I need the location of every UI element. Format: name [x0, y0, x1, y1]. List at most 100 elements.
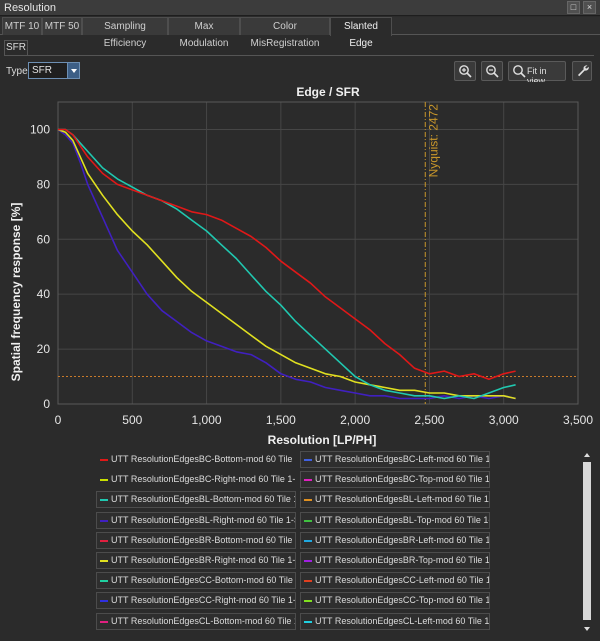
zoom-out-button[interactable] — [481, 61, 503, 81]
x-axis-label: Resolution [LP/PH] — [268, 433, 377, 447]
wrench-icon — [578, 65, 589, 77]
series-line — [58, 128, 516, 400]
legend: UTT ResolutionEdgesBC-Bottom-mod 60 Tile… — [0, 450, 600, 641]
float-window-icon[interactable]: □ — [567, 1, 580, 14]
x-tick-label: 3,000 — [489, 413, 519, 427]
tab-mtf50[interactable]: MTF 50 — [42, 17, 82, 35]
nyquist-label: Nyquist: 2472 — [426, 104, 440, 178]
legend-item[interactable]: UTT ResolutionEdgesBR-Bottom-mod 60 Tile… — [96, 531, 296, 549]
legend-swatch — [304, 539, 312, 542]
legend-label: UTT ResolutionEdgesCL-Left-mod 60 Tile 1… — [315, 615, 490, 626]
legend-swatch — [304, 620, 312, 623]
series-line — [57, 128, 516, 400]
chart-series — [57, 128, 516, 400]
legend-swatch — [304, 499, 312, 502]
chart-ticks: 0 500 1,000 1,500 2,000 2,500 3,000 3,500 0 20 40 6… — [30, 122, 593, 427]
legend-item[interactable]: UTT ResolutionEdgesBL-Right-mod 60 Tile … — [96, 511, 296, 529]
legend-item[interactable]: UTT ResolutionEdgesCC-Top-mod 60 Tile 1-… — [300, 592, 490, 610]
y-tick-label: 0 — [43, 397, 50, 411]
y-tick-label: 20 — [37, 342, 51, 356]
legend-label: UTT ResolutionEdgesBR-Right-mod 60 Tile … — [111, 555, 296, 565]
legend-item[interactable]: UTT ResolutionEdgesBL-Top-mod 60 Tile 1-… — [300, 511, 490, 529]
tab-sampling-efficiency[interactable]: Sampling Efficiency — [82, 17, 168, 49]
legend-label: UTT ResolutionEdgesBC-Right-mod 60 Tile … — [111, 474, 296, 485]
type-select[interactable]: SFR — [28, 62, 80, 79]
x-tick-label: 2,500 — [414, 413, 444, 427]
tab-color-misregistration[interactable]: Color MisRegistration — [240, 17, 330, 49]
zoom-out-icon — [486, 65, 499, 78]
legend-swatch — [100, 620, 108, 623]
x-tick-label: 0 — [55, 413, 62, 427]
legend-label: UTT ResolutionEdgesBC-Top-mod 60 Tile 1-… — [315, 474, 490, 485]
chevron-down-icon[interactable] — [67, 63, 79, 78]
chart-background — [0, 82, 600, 450]
legend-item[interactable]: UTT ResolutionEdgesBC-Bottom-mod 60 Tile… — [96, 451, 296, 468]
legend-item[interactable]: UTT ResolutionEdgesCL-Bottom-mod 60 Tile… — [96, 612, 296, 630]
scroll-down-icon[interactable] — [581, 624, 593, 634]
legend-label: UTT ResolutionEdgesBC-Left-mod 60 Tile 1… — [315, 454, 490, 464]
legend-item[interactable]: UTT ResolutionEdgesCC-Right-mod 60 Tile … — [96, 592, 296, 610]
legend-item[interactable]: UTT ResolutionEdgesBL-Left-mod 60 Tile 1… — [300, 491, 490, 509]
chart-title: Edge / SFR — [296, 85, 360, 99]
legend-swatch — [100, 600, 108, 603]
search-icon — [513, 65, 526, 78]
legend-item[interactable]: UTT ResolutionEdgesBR-Left-mod 60 Tile 1… — [300, 531, 490, 549]
legend-swatch — [100, 499, 108, 502]
legend-swatch — [304, 600, 312, 603]
settings-button[interactable] — [572, 61, 592, 81]
legend-item[interactable]: UTT ResolutionEdgesBR-Right-mod 60 Tile … — [96, 552, 296, 569]
y-tick-label: 100 — [30, 122, 50, 136]
legend-swatch — [100, 539, 108, 542]
legend-swatch — [304, 519, 312, 522]
type-label: Type — [6, 66, 28, 77]
legend-label: UTT ResolutionEdgesBR-Left-mod 60 Tile 1… — [315, 534, 490, 545]
scrollbar-thumb[interactable] — [583, 462, 591, 620]
legend-item[interactable]: UTT ResolutionEdgesBC-Top-mod 60 Tile 1-… — [300, 471, 490, 489]
type-select-value: SFR — [32, 65, 52, 76]
legend-swatch — [304, 479, 312, 482]
legend-item[interactable]: UTT ResolutionEdgesBC-Left-mod 60 Tile 1… — [300, 451, 490, 468]
close-icon[interactable]: × — [583, 1, 596, 14]
series-line — [58, 128, 516, 381]
zoom-in-icon — [459, 65, 472, 78]
legend-item[interactable]: UTT ResolutionEdgesCC-Bottom-mod 60 Tile… — [96, 572, 296, 590]
fit-in-view-button[interactable]: Fit in view — [508, 61, 566, 86]
legend-swatch — [100, 519, 108, 522]
legend-label: UTT ResolutionEdgesBR-Bottom-mod 60 Tile… — [111, 534, 295, 545]
legend-swatch — [304, 459, 312, 461]
y-tick-label: 40 — [37, 287, 51, 301]
legend-swatch — [100, 580, 108, 583]
legend-item[interactable]: UTT ResolutionEdgesBC-Right-mod 60 Tile … — [96, 471, 296, 488]
legend-label: UTT ResolutionEdgesBL-Left-mod 60 Tile 1… — [315, 494, 489, 505]
y-axis-label: Spatial frequency response [%] — [9, 203, 23, 382]
legend-label: UTT ResolutionEdgesCL-Bottom-mod 60 Tile… — [111, 615, 295, 626]
scroll-up-icon[interactable] — [581, 450, 593, 460]
legend-label: UTT ResolutionEdgesBL-Top-mod 60 Tile 1-… — [315, 514, 490, 525]
tab-bar: MTF 10 MTF 50 Sampling Efficiency Max Mo… — [0, 17, 600, 49]
sfr-chart[interactable]: Edge / SFR 0 500 1,000 1,500 2,000 2,500 3,000… — [0, 82, 600, 450]
legend-label: UTT ResolutionEdgesCC-Left-mod 60 Tile 1… — [315, 575, 489, 586]
x-tick-label: 1,500 — [266, 413, 296, 427]
y-tick-label: 60 — [37, 232, 51, 246]
x-tick-label: 3,500 — [563, 413, 593, 427]
window-titlebar: Resolution □ × — [0, 0, 600, 16]
legend-scrollbar[interactable] — [581, 450, 593, 634]
chart-annotations: Nyquist: 2472 — [58, 102, 578, 404]
x-tick-label: 2,000 — [340, 413, 370, 427]
plot-frame — [57, 101, 579, 405]
zoom-in-button[interactable] — [454, 61, 476, 81]
legend-item[interactable]: UTT ResolutionEdgesBR-Top-mod 60 Tile 1-… — [300, 552, 490, 569]
legend-label: UTT ResolutionEdgesBL-Bottom-mod 60 Tile… — [111, 494, 295, 505]
legend-item[interactable]: UTT ResolutionEdgesBL-Bottom-mod 60 Tile… — [96, 491, 296, 509]
tab-slanted-edge[interactable]: Slanted Edge — [330, 17, 392, 49]
y-tick-label: 80 — [37, 177, 51, 191]
legend-swatch — [100, 459, 108, 461]
subtab-sfr[interactable]: SFR — [4, 40, 28, 55]
legend-item[interactable]: UTT ResolutionEdgesCC-Left-mod 60 Tile 1… — [300, 572, 490, 590]
tab-mtf10[interactable]: MTF 10 — [2, 17, 42, 35]
legend-swatch — [100, 479, 108, 482]
legend-swatch — [304, 580, 312, 583]
window-title: Resolution — [4, 2, 56, 14]
legend-item[interactable]: UTT ResolutionEdgesCL-Left-mod 60 Tile 1… — [300, 612, 490, 630]
tab-max-modulation[interactable]: Max Modulation — [168, 17, 240, 49]
